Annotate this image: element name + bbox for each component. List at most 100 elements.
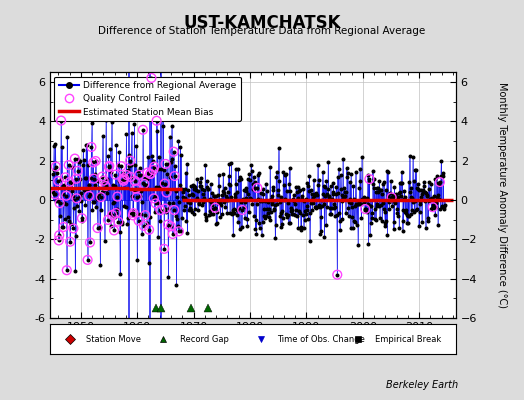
Point (319, 169, 327, 175)
Point (172, 282, 181, 288)
Point (380, 208, 389, 215)
Point (372, 188, 380, 195)
Point (423, 192, 431, 198)
Point (117, 163, 125, 169)
Point (302, 203, 311, 210)
Point (283, 214, 291, 220)
Point (204, 186, 212, 193)
Point (340, 195, 348, 201)
Point (324, 159, 332, 165)
Point (428, 195, 436, 202)
Point (162, 189, 171, 196)
Point (209, 206, 217, 212)
Point (332, 190, 340, 197)
Point (150, 209, 159, 215)
Point (350, 218, 358, 225)
Point (395, 225, 403, 232)
Point (440, 206, 448, 212)
Point (372, 217, 380, 224)
Point (425, 196, 434, 203)
Point (206, 208, 214, 214)
Point (348, 214, 357, 220)
Point (270, 206, 278, 212)
Point (178, 186, 186, 192)
Point (165, 205, 173, 212)
Point (155, 154, 163, 160)
Point (161, 206, 169, 212)
Point (176, 182, 184, 188)
Point (335, 218, 344, 224)
Point (119, 178, 128, 184)
Point (272, 174, 280, 180)
Point (64, 214, 72, 220)
Point (133, 194, 141, 200)
Point (364, 172, 372, 178)
Point (368, 168, 377, 174)
Point (233, 188, 242, 195)
Point (259, 186, 267, 192)
Point (102, 190, 111, 196)
Point (338, 192, 346, 198)
Point (236, 225, 244, 232)
Point (438, 204, 446, 210)
Point (423, 218, 432, 224)
Point (232, 165, 240, 172)
Point (292, 188, 301, 195)
Point (333, 212, 341, 218)
Point (64, 162, 73, 168)
Point (363, 209, 371, 215)
Point (389, 192, 397, 198)
Point (256, 190, 265, 197)
Point (345, 199, 353, 205)
Point (361, 206, 369, 213)
Point (124, 166, 132, 173)
Point (55, 232, 63, 238)
Point (252, 216, 260, 223)
Point (187, 206, 195, 213)
Point (286, 220, 294, 226)
Point (351, 218, 359, 225)
Point (320, 234, 329, 240)
Text: Berkeley Earth: Berkeley Earth (386, 380, 458, 390)
Point (225, 161, 234, 167)
Point (134, 168, 142, 174)
Point (376, 215, 384, 221)
Point (377, 187, 385, 193)
Point (91, 170, 99, 177)
Point (323, 191, 331, 198)
Point (52, 198, 61, 204)
Point (113, 206, 121, 212)
Point (227, 210, 236, 217)
Point (113, 193, 122, 200)
Y-axis label: Monthly Temperature Anomaly Difference (°C): Monthly Temperature Anomaly Difference (… (497, 82, 507, 308)
Point (319, 191, 328, 198)
Point (144, 169, 152, 176)
Point (368, 210, 376, 216)
Point (99, 180, 107, 186)
Point (329, 191, 337, 198)
Point (56, 212, 64, 219)
Point (56, 200, 64, 206)
Point (163, 171, 171, 177)
Point (135, 218, 143, 224)
Point (172, 188, 180, 194)
Point (414, 186, 423, 193)
Point (167, 159, 176, 165)
Point (354, 198, 363, 204)
Point (121, 176, 129, 183)
Point (101, 237, 109, 244)
Point (346, 225, 355, 232)
Point (305, 173, 313, 179)
Point (58, 144, 66, 150)
Point (379, 206, 388, 212)
Point (98, 173, 106, 180)
Point (148, 152, 157, 159)
Point (290, 201, 299, 207)
Point (427, 205, 435, 212)
Point (86, 239, 94, 246)
Point (419, 187, 428, 194)
Point (184, 192, 193, 198)
Point (94, 176, 102, 183)
Point (79, 147, 88, 154)
Point (204, 197, 213, 203)
